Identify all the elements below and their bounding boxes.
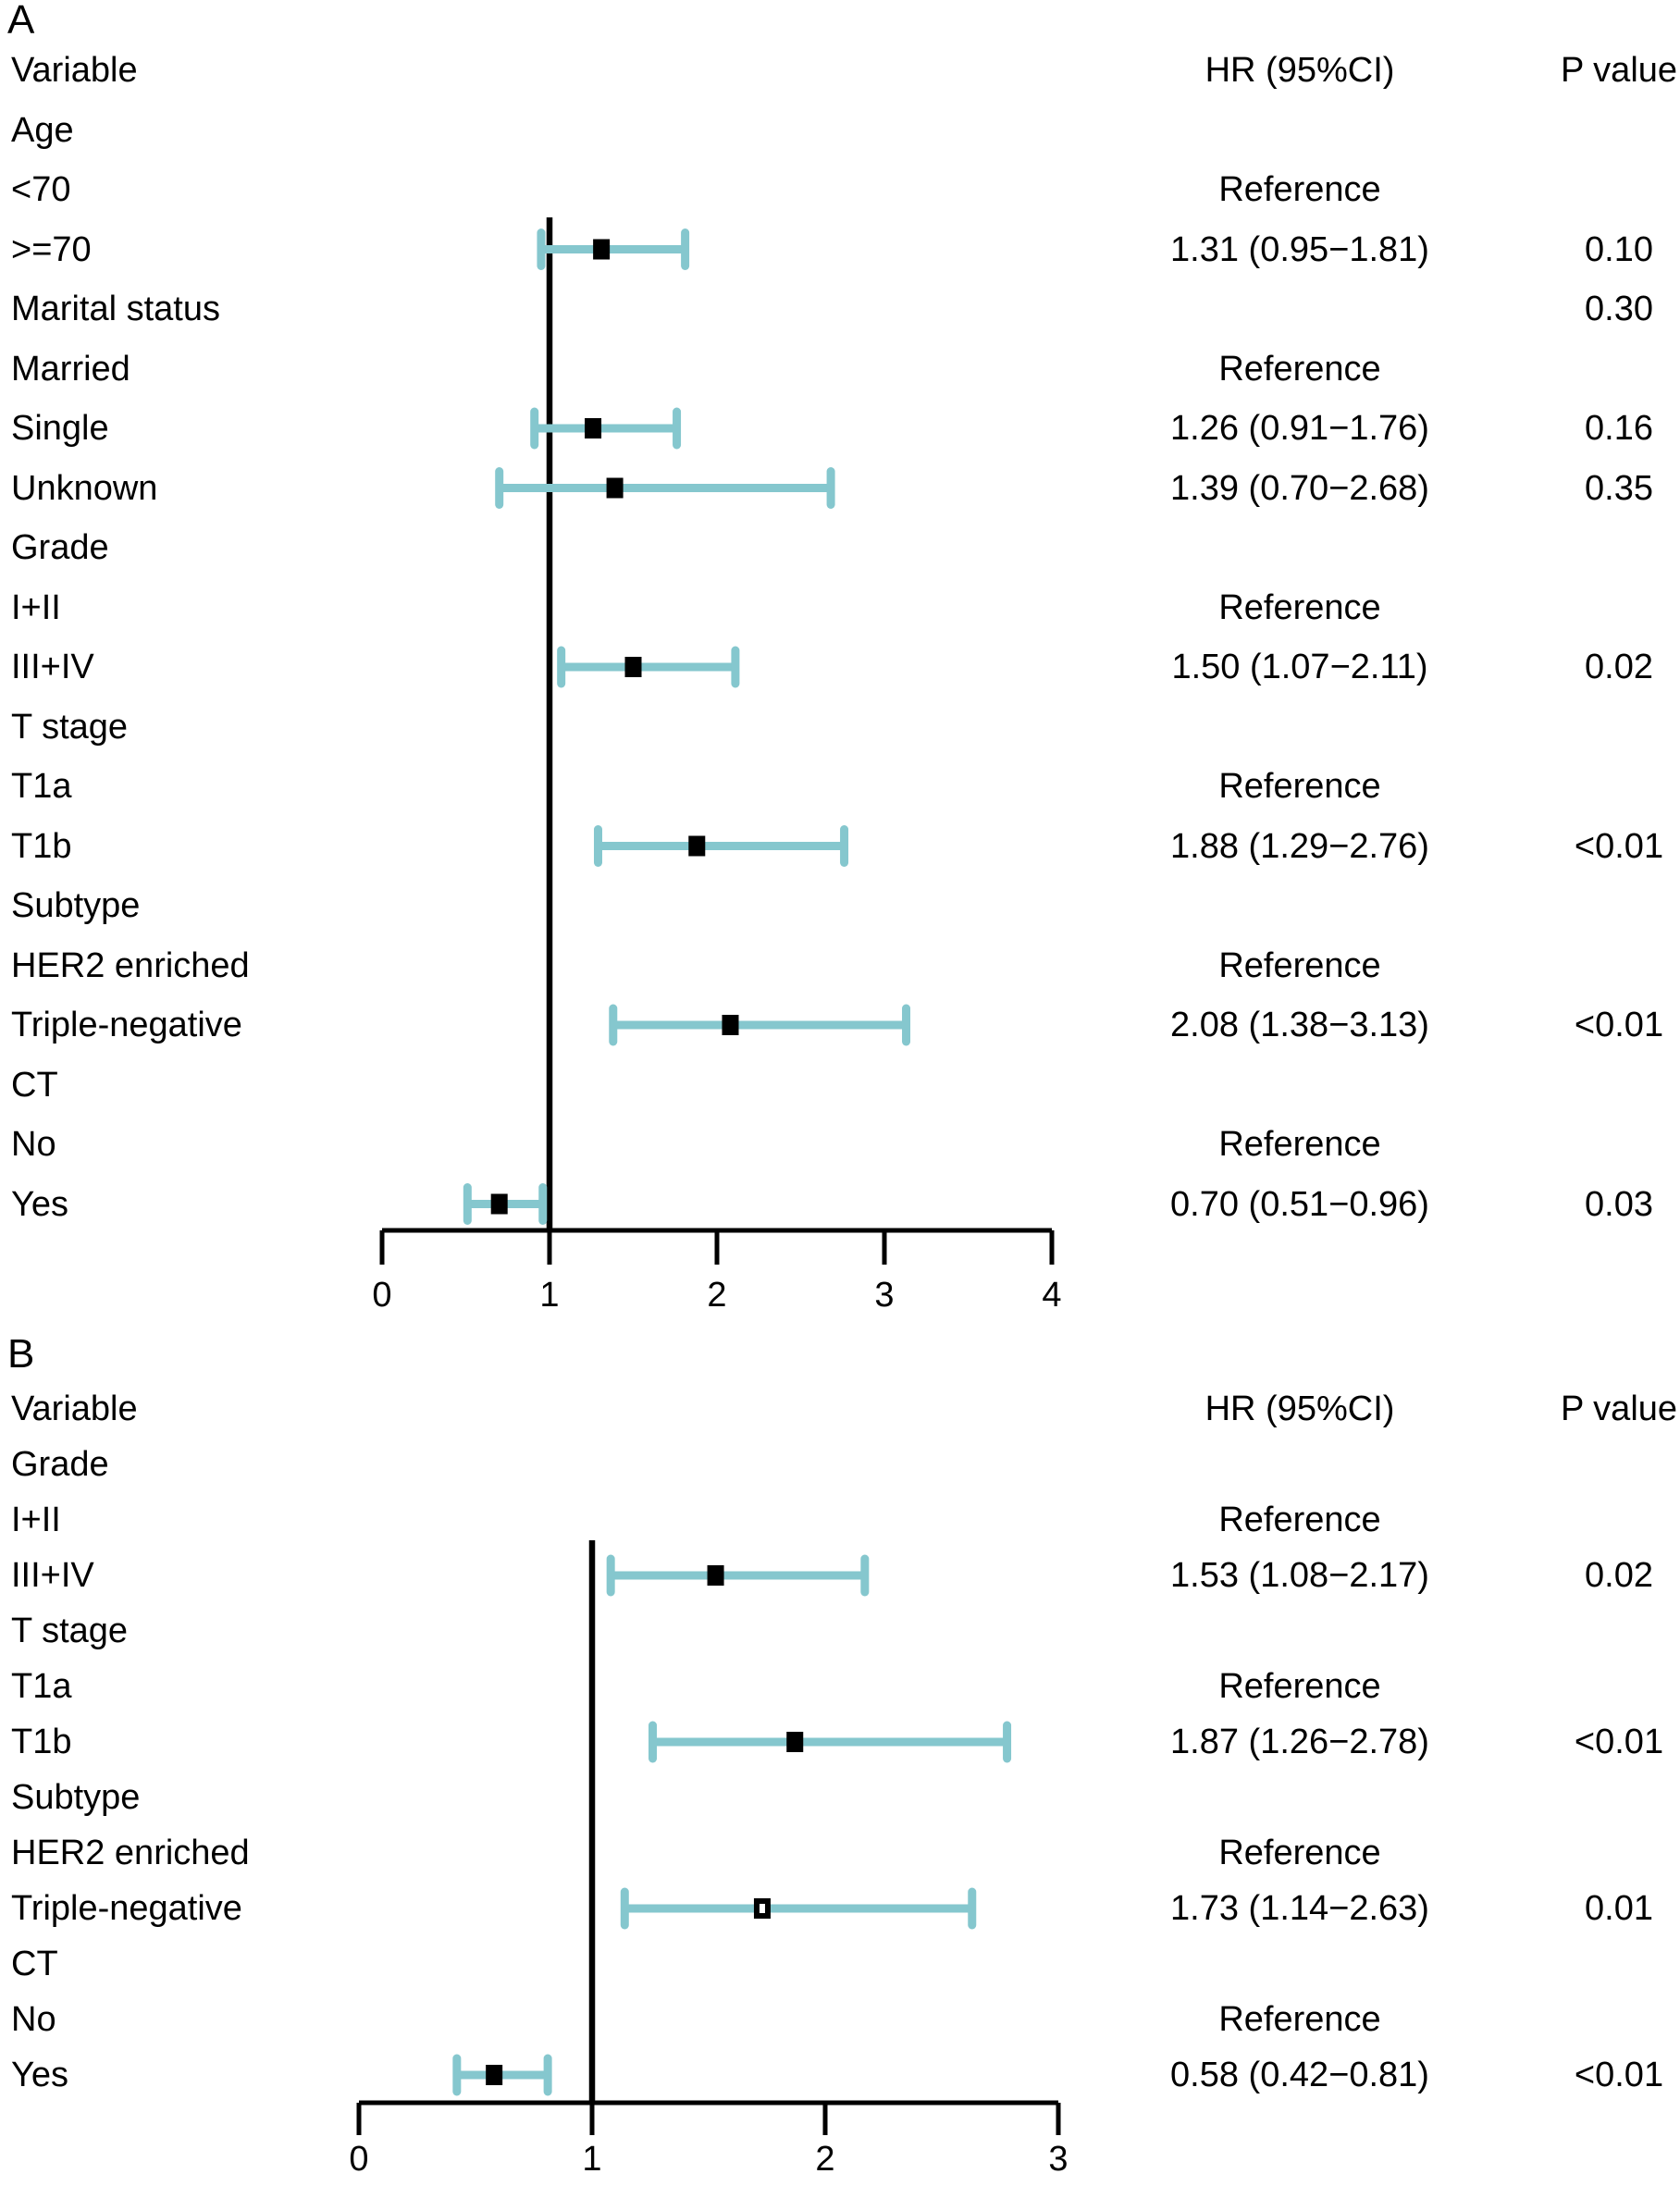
row-label: Grade <box>11 528 109 567</box>
row-label: HER2 enriched <box>11 945 250 985</box>
p-value: 0.35 <box>1585 468 1653 508</box>
row-label: T1a <box>11 1667 72 1706</box>
row-label: Age <box>11 110 74 150</box>
p-value: 0.01 <box>1585 1889 1653 1928</box>
hr-value: 1.87 (1.26−2.78) <box>1170 1723 1429 1761</box>
row-label: III+IV <box>11 1556 94 1595</box>
hr-value: 1.31 (0.95−1.81) <box>1170 229 1429 269</box>
x-axis-tick-label: 2 <box>707 1276 727 1315</box>
p-value: <0.01 <box>1574 2056 1664 2094</box>
row-label: Yes <box>11 2056 68 2094</box>
point-marker <box>593 239 611 260</box>
row-label: I+II <box>11 1501 61 1539</box>
hr-value: Reference <box>1218 170 1381 209</box>
x-axis-tick-label: 1 <box>539 1276 560 1315</box>
hr-value: Reference <box>1218 1125 1381 1164</box>
row-label: No <box>11 2000 56 2039</box>
row-label: Grade <box>11 1445 109 1484</box>
row-label: Subtype <box>11 886 141 925</box>
point-marker <box>722 1015 739 1035</box>
x-axis-tick-label: 2 <box>815 2140 835 2179</box>
point-marker <box>688 835 706 857</box>
row-label: Single <box>11 409 109 448</box>
row-label: Unknown <box>11 468 158 508</box>
p-value: <0.01 <box>1574 1006 1664 1044</box>
hr-value: 1.88 (1.29−2.76) <box>1170 826 1429 866</box>
point-marker-center <box>759 1904 765 1913</box>
row-label: T1b <box>11 826 72 866</box>
column-header-hr: HR (95%CI) <box>1204 51 1395 90</box>
row-label: Subtype <box>11 1778 141 1817</box>
column-header-variable: Variable <box>11 1389 138 1428</box>
hr-value: Reference <box>1218 587 1381 627</box>
x-axis-tick-label: 4 <box>1042 1276 1062 1315</box>
row-label: CT <box>11 1065 58 1105</box>
row-label: Married <box>11 349 130 389</box>
hr-value: 1.26 (0.91−1.76) <box>1170 409 1429 448</box>
row-label: T1b <box>11 1723 72 1761</box>
hr-value: Reference <box>1218 1834 1381 1872</box>
x-axis-tick-label: 0 <box>349 2140 369 2179</box>
hr-value: Reference <box>1218 2000 1381 2039</box>
p-value: 0.02 <box>1585 1556 1653 1595</box>
column-header-p: P value <box>1560 1389 1678 1428</box>
hr-value: Reference <box>1218 349 1381 389</box>
row-label: Marital status <box>11 290 220 328</box>
row-label: III+IV <box>11 648 94 686</box>
hr-value: 2.08 (1.38−3.13) <box>1170 1006 1429 1044</box>
row-label: T1a <box>11 767 72 806</box>
row-label: HER2 enriched <box>11 1834 250 1872</box>
point-marker <box>707 1565 724 1586</box>
point-marker <box>490 1193 508 1215</box>
row-label: Triple-negative <box>11 1006 242 1044</box>
point-marker <box>486 2065 503 2085</box>
point-marker <box>624 657 642 677</box>
p-value: 0.03 <box>1585 1184 1653 1224</box>
panel-letter: B <box>7 1331 35 1377</box>
x-axis-tick-label: 3 <box>874 1276 895 1315</box>
row-label: I+II <box>11 587 61 627</box>
hr-value: 0.58 (0.42−0.81) <box>1170 2056 1429 2094</box>
hr-value: Reference <box>1218 1667 1381 1706</box>
hr-value: 1.39 (0.70−2.68) <box>1170 468 1429 508</box>
hr-value: 1.53 (1.08−2.17) <box>1170 1556 1429 1595</box>
panel-letter: A <box>7 0 35 43</box>
hr-value: Reference <box>1218 945 1381 985</box>
p-value: <0.01 <box>1574 826 1664 866</box>
p-value: 0.16 <box>1585 409 1653 448</box>
point-marker <box>786 1732 804 1752</box>
row-label: Triple-negative <box>11 1889 242 1928</box>
hr-value: 0.70 (0.51−0.96) <box>1170 1184 1429 1224</box>
point-marker <box>606 477 624 499</box>
p-value: 0.30 <box>1585 290 1653 328</box>
row-label: No <box>11 1125 56 1164</box>
hr-value: Reference <box>1218 1501 1381 1539</box>
hr-value: 1.73 (1.14−2.63) <box>1170 1889 1429 1928</box>
hr-value: 1.50 (1.07−2.11) <box>1171 648 1428 686</box>
p-value: <0.01 <box>1574 1723 1664 1761</box>
point-marker <box>585 418 602 438</box>
column-header-hr: HR (95%CI) <box>1204 1389 1395 1428</box>
x-axis-tick-label: 1 <box>582 2140 602 2179</box>
hr-value: Reference <box>1218 767 1381 806</box>
p-value: 0.02 <box>1585 648 1653 686</box>
row-label: >=70 <box>11 229 92 269</box>
x-axis-tick-label: 0 <box>372 1276 392 1315</box>
row-label: T stage <box>11 707 129 747</box>
column-header-p: P value <box>1560 51 1678 90</box>
row-label: Yes <box>11 1184 68 1224</box>
x-axis-tick-label: 3 <box>1048 2140 1069 2179</box>
row-label: CT <box>11 1945 58 1983</box>
row-label: T stage <box>11 1612 129 1650</box>
row-label: <70 <box>11 170 71 209</box>
column-header-variable: Variable <box>11 51 138 90</box>
p-value: 0.10 <box>1585 229 1653 269</box>
